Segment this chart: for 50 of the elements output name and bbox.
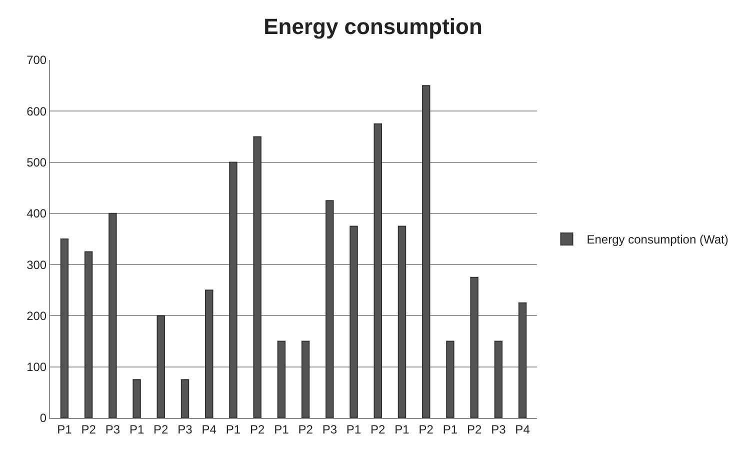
x-tick-label: P3 [178,422,193,436]
x-tick-label: P1 [274,422,290,436]
y-tick-label: 100 [26,360,47,374]
legend-label: Energy consumption (Wat) [586,232,728,247]
bar [518,302,527,418]
x-tick-label: P2 [81,422,96,436]
chart-title: Energy consumption [264,14,482,40]
x-tick-label: P4 [202,422,217,436]
x-tick-label: P1 [442,422,458,436]
bar [277,340,286,418]
x-tick-label: P4 [515,422,530,436]
x-tick-label: P1 [226,422,241,436]
x-tick-label: P3 [105,422,120,436]
x-tick-label: P3 [322,422,338,436]
x-tick-label: P2 [418,422,434,436]
bar [301,340,310,418]
bar [470,276,478,418]
bar [374,123,382,418]
y-tick-label: 0 [40,411,47,426]
x-tick-label: P2 [466,422,482,436]
y-tick-label: 400 [26,206,47,221]
bar [446,340,454,418]
bar [350,226,358,418]
bar [398,226,406,418]
x-tick-label: P1 [57,422,72,436]
x-tick-label: P2 [154,422,169,436]
bar [108,212,117,418]
y-tick-label: 500 [26,155,47,170]
x-tick-label: P1 [346,422,362,436]
bar [253,136,262,418]
x-tick-label: P2 [250,422,265,436]
bar [156,315,166,418]
x-tick-label: P2 [370,422,386,436]
bar [84,251,93,418]
bar [205,290,214,418]
y-tick-label: 700 [26,53,47,68]
bar [326,200,334,418]
x-tick-label: P1 [129,422,144,436]
x-tick-label: P2 [298,422,314,436]
x-tick-label: P1 [394,422,410,436]
y-tick-label: 300 [26,258,47,272]
y-tick-label: 200 [26,308,47,323]
bar [180,379,190,418]
bar [494,340,503,418]
x-tick-label: P3 [491,422,506,436]
y-tick-label: 600 [26,104,47,118]
bar [132,379,141,418]
bar [422,85,430,418]
bar [229,162,238,418]
bar [60,238,69,418]
